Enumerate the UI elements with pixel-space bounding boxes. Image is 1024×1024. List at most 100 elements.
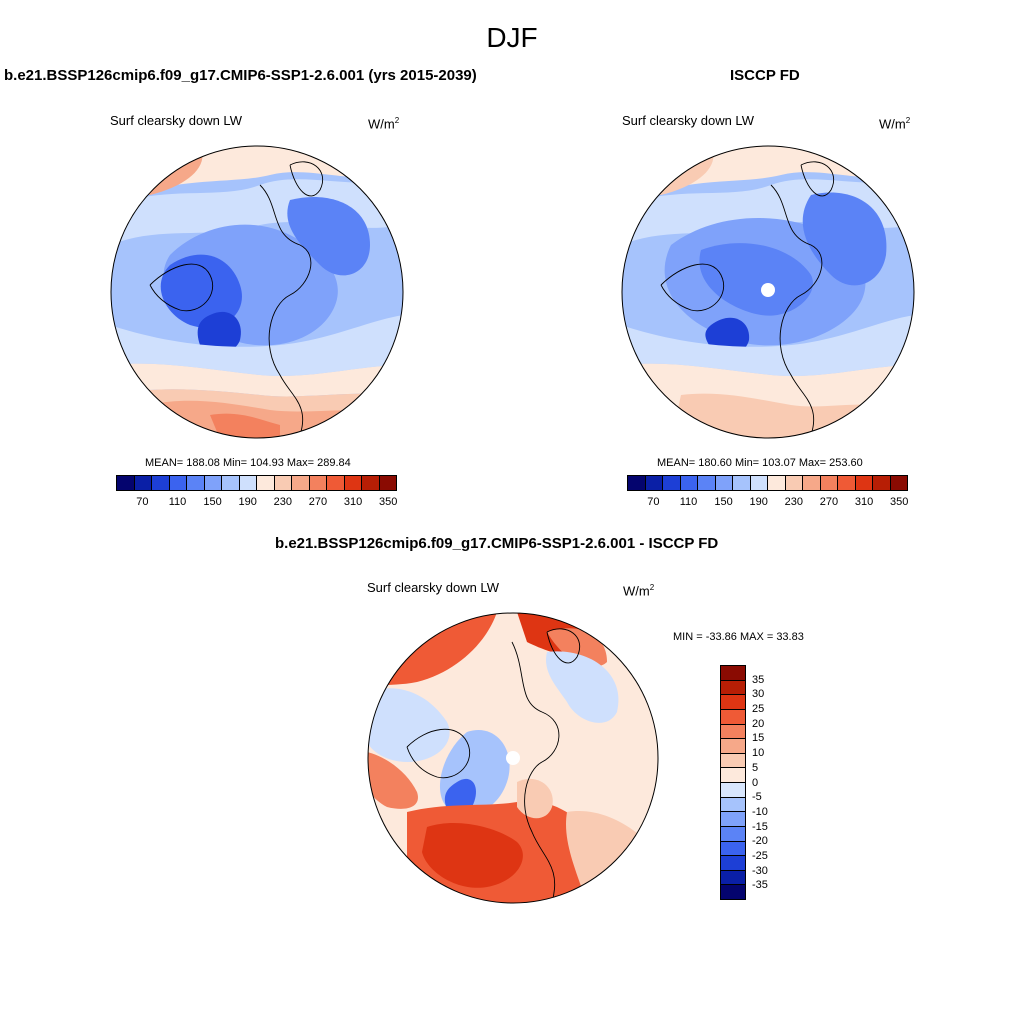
model-colorbar-label: 110 — [168, 496, 187, 508]
diff-colorbar-swatch — [721, 826, 745, 842]
obs-stats: MEAN= 180.60 Min= 103.07 Max= 253.60 — [657, 457, 863, 469]
model-colorbar-swatch — [327, 476, 345, 490]
model-colorbar-swatch — [222, 476, 240, 490]
model-variable-label: Surf clearsky down LW — [110, 113, 242, 128]
model-colorbar-swatch — [257, 476, 275, 490]
model-units-label: W/m2 — [368, 116, 400, 132]
obs-colorbar-swatch — [820, 476, 838, 490]
diff-colorbar-swatch — [721, 753, 745, 769]
model-colorbar-label: 310 — [343, 496, 363, 508]
diff-colorbar-label: 10 — [752, 747, 765, 760]
obs-colorbar-swatch — [733, 476, 751, 490]
model-colorbar-swatch — [187, 476, 205, 490]
diff-colorbar-label: -5 — [752, 791, 762, 804]
model-colorbar-swatch — [169, 476, 187, 490]
model-colorbar-label: 230 — [273, 496, 293, 508]
obs-colorbar-swatch — [663, 476, 681, 490]
obs-colorbar-swatch — [890, 476, 907, 490]
model-colorbar-label: 70 — [136, 496, 149, 508]
model-colorbar-swatch — [204, 476, 222, 490]
obs-panel-title: ISCCP FD — [730, 67, 800, 84]
obs-polar-map — [621, 145, 915, 439]
obs-colorbar-label: 110 — [679, 496, 698, 508]
diff-colorbar-swatch — [721, 856, 745, 871]
obs-colorbar-swatch — [698, 476, 716, 490]
obs-colorbar-label: 230 — [784, 496, 804, 508]
diff-colorbar-label: -35 — [752, 879, 768, 892]
model-polar-map — [110, 145, 404, 439]
obs-colorbar-swatch — [873, 476, 891, 490]
model-colorbar-swatch — [379, 476, 396, 490]
diff-colorbar-label: 15 — [752, 732, 765, 745]
diff-colorbar-swatch — [721, 768, 745, 783]
model-colorbar-swatch — [362, 476, 380, 490]
diff-units-label: W/m2 — [623, 583, 655, 599]
diff-colorbar-swatch — [721, 783, 745, 798]
diff-colorbar-swatch — [721, 739, 745, 754]
obs-colorbar-swatch — [645, 476, 663, 490]
obs-colorbar-swatch — [768, 476, 786, 490]
model-colorbar-swatch — [274, 476, 292, 490]
model-colorbar-swatch — [344, 476, 362, 490]
diff-colorbar-swatch — [721, 680, 745, 696]
obs-colorbar-swatch — [803, 476, 821, 490]
model-stats: MEAN= 188.08 Min= 104.93 Max= 289.84 — [145, 457, 351, 469]
model-colorbar-swatch — [152, 476, 170, 490]
obs-colorbar-label: 150 — [714, 496, 733, 508]
model-colorbar-label: 350 — [379, 496, 398, 508]
diff-colorbar-swatch — [721, 695, 745, 710]
obs-colorbar-swatch — [838, 476, 856, 490]
diff-colorbar-label: 5 — [752, 761, 759, 774]
main-title: DJF — [486, 22, 538, 53]
model-colorbar-swatch — [292, 476, 310, 490]
model-colorbar — [116, 475, 397, 491]
model-colorbar-labels: 70 110 150 190 230 270 310 350 — [116, 496, 397, 510]
model-panel-title: b.e21.BSSP126cmip6.f09_g17.CMIP6-SSP1-2.… — [4, 67, 477, 84]
diff-colorbar-label: 0 — [752, 776, 759, 789]
diff-colorbar — [720, 665, 746, 900]
obs-colorbar-label: 310 — [854, 496, 874, 508]
diff-colorbar-swatch — [721, 812, 745, 827]
model-colorbar-label: 270 — [308, 496, 328, 508]
diff-colorbar-swatch — [721, 709, 745, 725]
obs-colorbar — [627, 475, 908, 491]
obs-variable-label: Surf clearsky down LW — [622, 113, 754, 128]
diff-minmax: MIN = -33.86 MAX = 33.83 — [673, 631, 804, 643]
model-colorbar-label: 190 — [238, 496, 257, 508]
obs-units-label: W/m2 — [879, 116, 911, 132]
diff-colorbar-swatch — [721, 870, 745, 886]
diff-colorbar-label: -30 — [752, 864, 768, 877]
obs-colorbar-swatch — [785, 476, 803, 490]
obs-colorbar-labels: 70 110 150 190 230 270 310 350 — [627, 496, 908, 510]
diff-variable-label: Surf clearsky down LW — [367, 580, 499, 595]
diff-colorbar-swatch — [721, 666, 745, 681]
diff-colorbar-swatch — [721, 885, 745, 899]
diff-colorbar-label: -15 — [752, 820, 768, 833]
obs-colorbar-swatch — [855, 476, 873, 490]
model-colorbar-swatch — [134, 476, 152, 490]
diff-polar-map — [367, 612, 659, 904]
model-colorbar-swatch — [239, 476, 257, 490]
diff-colorbar-label: -10 — [752, 805, 768, 818]
obs-colorbar-swatch — [750, 476, 768, 490]
diff-colorbar-label: 35 — [752, 673, 765, 686]
obs-colorbar-label: 70 — [647, 496, 660, 508]
obs-colorbar-label: 190 — [749, 496, 768, 508]
diff-colorbar-label: -20 — [752, 835, 768, 848]
obs-colorbar-swatch — [680, 476, 698, 490]
diff-colorbar-label: 30 — [752, 688, 765, 701]
model-colorbar-label: 150 — [203, 496, 222, 508]
diff-panel-title: b.e21.BSSP126cmip6.f09_g17.CMIP6-SSP1-2.… — [275, 535, 719, 552]
diff-colorbar-label: 25 — [752, 703, 765, 716]
diff-colorbar-swatch — [721, 724, 745, 740]
obs-colorbar-swatch — [715, 476, 733, 490]
diff-colorbar-swatch — [721, 841, 745, 857]
diff-colorbar-swatch — [721, 797, 745, 813]
obs-colorbar-label: 270 — [819, 496, 839, 508]
model-colorbar-swatch — [309, 476, 327, 490]
model-colorbar-swatch — [117, 476, 135, 490]
diff-colorbar-label: -25 — [752, 849, 768, 862]
obs-colorbar-swatch — [628, 476, 646, 490]
obs-colorbar-label: 350 — [890, 496, 909, 508]
diff-colorbar-label: 20 — [752, 717, 765, 730]
